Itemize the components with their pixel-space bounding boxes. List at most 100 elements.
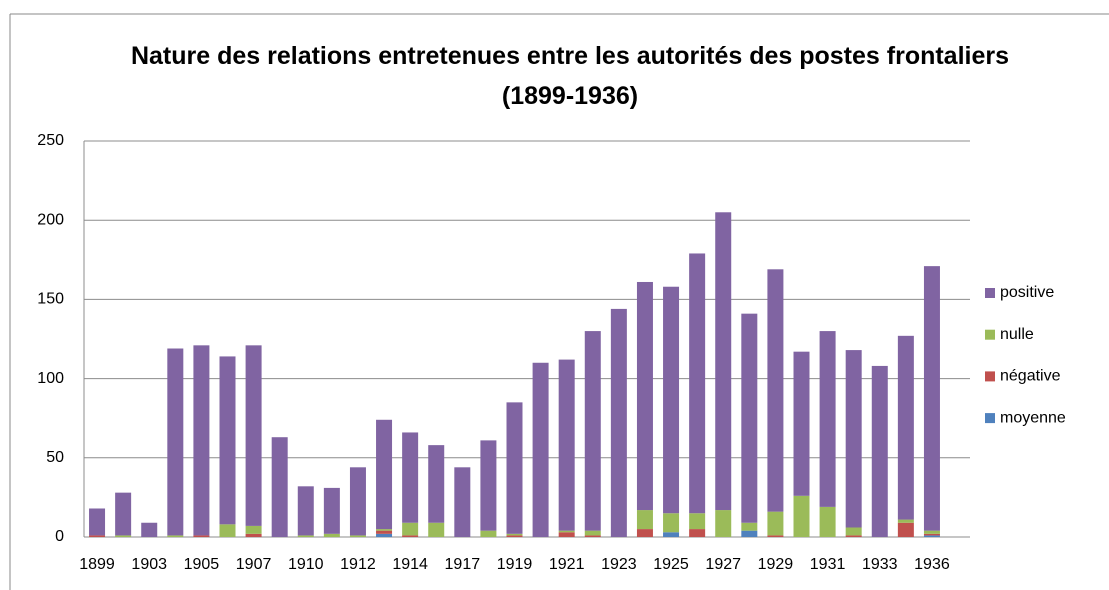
legend-label: négative [1000,368,1061,385]
x-tick-label: 1912 [340,556,376,573]
bar-segment [506,402,523,534]
bar-segment [558,359,575,531]
bar-segment [349,535,366,537]
chart-title: Nature des relations entretenues entre l… [130,42,1010,110]
bar-segment [323,533,340,537]
bar-segment [663,286,680,514]
bar-segment [89,535,106,537]
bar-segment [923,266,940,531]
bar-segment [845,535,862,537]
bar-segment [715,510,732,537]
bar-segment [402,432,419,523]
bar-segment [819,506,836,537]
y-tick-label: 250 [37,132,64,149]
bar-segment [193,535,210,537]
x-tick-label: 1921 [549,556,585,573]
bar-segment [636,281,653,511]
bar-segment [297,535,314,537]
x-tick-label: 1917 [445,556,481,573]
x-tick-label: 1925 [653,556,689,573]
bar-segment [402,535,419,537]
y-tick-label: 150 [37,291,64,308]
bar-segment [297,486,314,536]
legend-swatch [985,329,995,340]
legend-swatch [985,413,995,424]
bar-segment [689,253,706,514]
bar-segment [245,525,262,534]
bar-segment [245,533,262,537]
bar-segment [558,530,575,533]
bar-segment [793,495,810,537]
bar-segment [663,513,680,533]
bar-segment [845,527,862,536]
bar-segment [584,530,601,536]
x-tick-label: 1914 [392,556,428,573]
bar-segment [610,308,627,537]
bar-segment [480,530,497,537]
x-tick-label: 1923 [601,556,637,573]
bar-segment [767,535,784,537]
bar-segment [271,437,288,537]
bar-segment [219,356,236,525]
bar-segment [376,530,393,534]
y-tick-label: 200 [37,211,64,228]
bar-segment [715,212,732,511]
bar-segment [923,535,940,537]
bar-segment [115,535,132,537]
bar-segment [897,335,914,520]
bar-segment [480,440,497,531]
bar-segment [767,511,784,536]
bar-segment [845,350,862,528]
x-tick-label: 1907 [236,556,272,573]
bar-segment [689,513,706,530]
bar-segment [636,510,653,530]
bar-segment [323,487,340,534]
bar-segment [193,345,210,536]
legend-swatch [985,288,995,298]
legend-swatch [985,371,995,382]
bar-segment [793,351,810,496]
bar-segment [532,362,549,537]
bar-segment [897,522,914,537]
bar-segment [923,530,940,534]
x-tick-label: 1910 [288,556,324,573]
y-tick-label: 0 [55,528,64,545]
legend-label: positive [1000,284,1054,301]
bar-segment [506,533,523,536]
bar-segment [428,445,445,523]
bar-segment [376,529,393,531]
y-tick-label: 100 [37,370,64,387]
bar-segment [689,529,706,537]
bar-segment [167,535,184,537]
bar-segment [741,313,758,523]
bar-segment [167,348,184,536]
legend-label: nulle [1000,326,1034,343]
legend-label: moyenne [1000,409,1066,426]
x-tick-label: 1899 [79,556,115,573]
bar-segment [141,522,158,537]
bar-segment [558,532,575,537]
bar-segment [584,535,601,537]
y-tick-label: 50 [46,449,64,466]
bar-segment [584,331,601,531]
bar-segment [506,535,523,537]
bar-segment [663,532,680,537]
x-tick-label: 1927 [705,556,741,573]
bar-segment [219,524,236,537]
bar-segment [819,331,836,507]
x-tick-label: 1936 [914,556,950,573]
bar-segment [402,522,419,536]
x-tick-label: 1933 [862,556,898,573]
bar-segment [115,492,132,536]
x-tick-label: 1929 [758,556,794,573]
bar-segment [871,365,888,537]
x-tick-label: 1931 [810,556,846,573]
x-tick-label: 1903 [131,556,167,573]
bar-segment [89,508,106,536]
bar-segment [349,467,366,536]
bar-segment [741,530,758,537]
bar-segment [741,522,758,531]
bar-segment [897,519,914,523]
